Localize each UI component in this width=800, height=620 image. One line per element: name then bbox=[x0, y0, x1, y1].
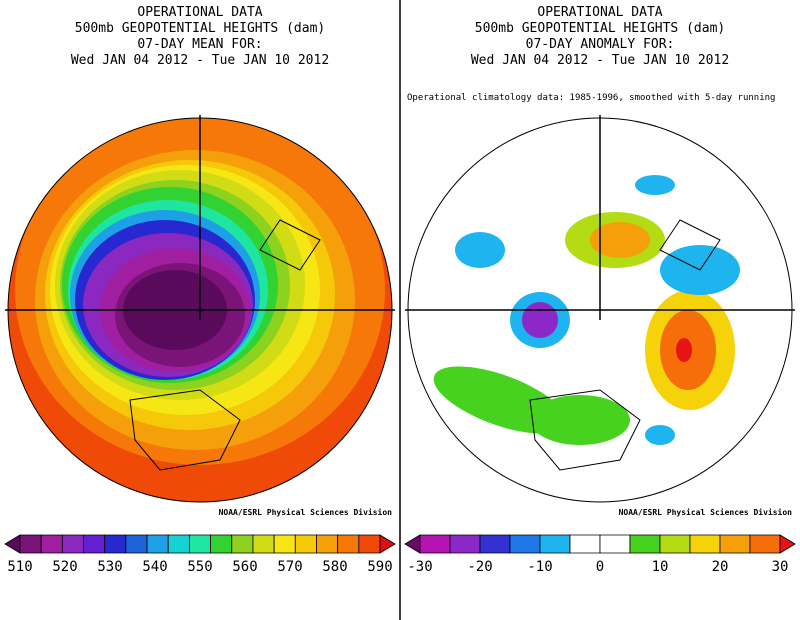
colorbar-swatch bbox=[4, 534, 21, 554]
colorbar-tick-label: 10 bbox=[652, 559, 669, 575]
colorbar-tick-label: 560 bbox=[232, 559, 257, 575]
colorbar-swatch bbox=[719, 534, 751, 554]
colorbar-swatch bbox=[61, 534, 84, 554]
colorbar-swatch bbox=[40, 534, 63, 554]
title-line: 500mb GEOPOTENTIAL HEIGHTS (dam) bbox=[475, 21, 725, 36]
colorbar-swatch bbox=[779, 534, 796, 554]
colorbar-swatch bbox=[83, 534, 106, 554]
colorbar-swatch bbox=[104, 534, 127, 554]
title-line: 07-DAY ANOMALY FOR: bbox=[526, 37, 675, 52]
colorbar-swatch bbox=[337, 534, 360, 554]
title-line: Wed JAN 04 2012 - Tue JAN 10 2012 bbox=[71, 53, 329, 68]
note: Operational climatology data: 1985-1996,… bbox=[407, 93, 775, 103]
credit: NOAA/ESRL Physical Sciences Division bbox=[619, 507, 793, 517]
colorbar-swatch bbox=[599, 534, 631, 554]
colorbar-swatch bbox=[167, 534, 190, 554]
colorbar-tick-label: 550 bbox=[187, 559, 212, 575]
colorbar-tick-label: -30 bbox=[407, 559, 432, 575]
colorbar-tick-label: -10 bbox=[527, 559, 552, 575]
colorbar-swatch bbox=[539, 534, 571, 554]
colorbar-tick-label: 30 bbox=[772, 559, 789, 575]
colorbar-swatch bbox=[419, 534, 451, 554]
colorbar-swatch bbox=[19, 534, 42, 554]
mean-map bbox=[8, 118, 392, 502]
colorbar-swatch bbox=[146, 534, 169, 554]
colorbar-swatch bbox=[189, 534, 211, 554]
colorbar-swatch bbox=[689, 534, 721, 554]
title-line: OPERATIONAL DATA bbox=[537, 5, 662, 20]
colorbar-tick-label: 540 bbox=[142, 559, 167, 575]
colorbar-tick-label: 0 bbox=[596, 559, 604, 575]
colorbar-swatch bbox=[231, 534, 254, 554]
colorbar-tick-label: 570 bbox=[277, 559, 302, 575]
colorbar-swatch bbox=[379, 534, 396, 554]
colorbar-swatch bbox=[749, 534, 781, 554]
colorbar-tick-label: 530 bbox=[97, 559, 122, 575]
title-line: OPERATIONAL DATA bbox=[137, 5, 262, 20]
colorbar-tick-label: 520 bbox=[52, 559, 77, 575]
credit: NOAA/ESRL Physical Sciences Division bbox=[219, 507, 393, 517]
colorbar-tick-label: -20 bbox=[467, 559, 492, 575]
colorbar-swatch bbox=[125, 534, 148, 554]
colorbar-swatch bbox=[252, 534, 275, 554]
title-line: Wed JAN 04 2012 - Tue JAN 10 2012 bbox=[471, 53, 729, 68]
colorbar-tick-label: 510 bbox=[7, 559, 32, 575]
colorbar-swatch bbox=[629, 534, 661, 554]
colorbar-tick-label: 20 bbox=[712, 559, 729, 575]
colorbar-swatch bbox=[404, 534, 421, 554]
colorbar-swatch bbox=[569, 534, 601, 554]
colorbar-swatch bbox=[358, 534, 381, 554]
colorbar-swatch bbox=[479, 534, 511, 554]
colorbar-tick-label: 590 bbox=[367, 559, 392, 575]
title-line: 500mb GEOPOTENTIAL HEIGHTS (dam) bbox=[75, 21, 325, 36]
colorbar-swatch bbox=[294, 534, 317, 554]
colorbar-swatch bbox=[509, 534, 541, 554]
colorbar-swatch bbox=[210, 534, 233, 554]
title-line: 07-DAY MEAN FOR: bbox=[137, 37, 262, 52]
colorbar-swatch bbox=[449, 534, 481, 554]
colorbar-swatch bbox=[316, 534, 339, 554]
colorbar-swatch bbox=[659, 534, 691, 554]
colorbar-swatch bbox=[273, 534, 296, 554]
colorbar-tick-label: 580 bbox=[322, 559, 347, 575]
